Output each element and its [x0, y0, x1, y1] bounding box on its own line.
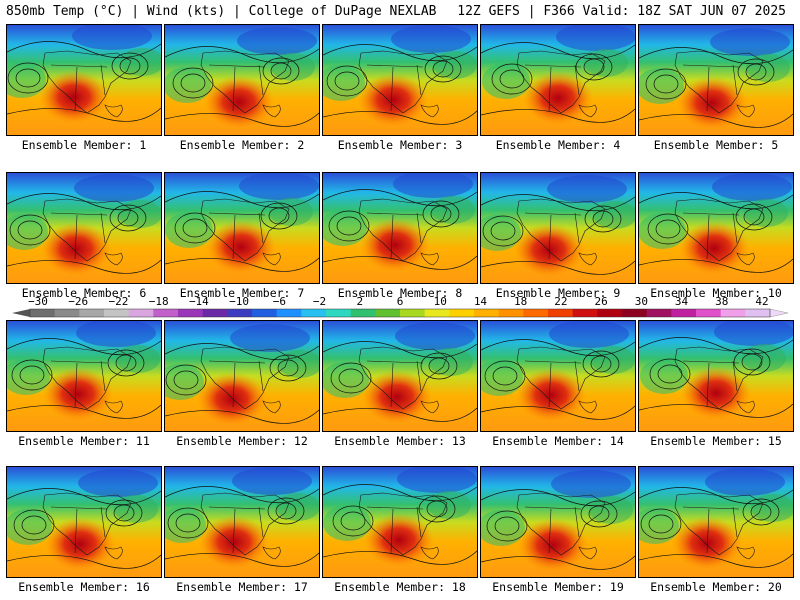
ensemble-map-panel	[6, 466, 162, 578]
ensemble-map-panel	[480, 320, 636, 432]
ensemble-member-label: Ensemble Member: 1	[21, 138, 147, 152]
colorbar-segment	[178, 309, 204, 317]
chart-title: 850mb Temp (°C) | Wind (kts) | College o…	[6, 4, 437, 19]
colorbar-segment	[474, 309, 500, 317]
ensemble-map-panel	[480, 24, 636, 136]
colorbar-segment	[597, 309, 623, 317]
ensemble-member-label: Ensemble Member: 20	[650, 580, 782, 594]
ensemble-member-label: Ensemble Member: 6	[21, 286, 147, 300]
colorbar-tick-label: −10	[229, 295, 250, 308]
ensemble-member-label: Ensemble Member: 18	[334, 580, 466, 594]
colorbar-tick-label: 26	[594, 295, 608, 308]
colorbar-segment	[671, 309, 697, 317]
ensemble-map-panel	[322, 320, 478, 432]
colorbar-tick-label: 18	[514, 295, 528, 308]
ensemble-map-panel	[6, 172, 162, 284]
colorbar-segment	[153, 309, 179, 317]
ensemble-member-label: Ensemble Member: 3	[337, 138, 463, 152]
ensemble-map-panel	[322, 24, 478, 136]
ensemble-map-panel	[638, 466, 794, 578]
colorbar-segment	[720, 309, 746, 317]
ensemble-member-label: Ensemble Member: 12	[176, 434, 308, 448]
colorbar-tick-label: −14	[188, 295, 209, 308]
ensemble-member-label: Ensemble Member: 8	[337, 286, 463, 300]
colorbar-min-arrow	[12, 309, 30, 317]
colorbar-tick-label: 30	[634, 295, 648, 308]
ensemble-member-label: Ensemble Member: 2	[179, 138, 305, 152]
colorbar-tick-label: 10	[433, 295, 447, 308]
ensemble-map-panel	[6, 320, 162, 432]
colorbar-tick-label: 2	[356, 295, 364, 308]
ensemble-member-label: Ensemble Member: 9	[495, 286, 621, 300]
colorbar-tick-label: 22	[554, 295, 568, 308]
colorbar-segment	[301, 309, 327, 317]
colorbar-segment	[523, 309, 549, 317]
ensemble-map-panel	[638, 24, 794, 136]
ensemble-member-label: Ensemble Member: 13	[334, 434, 466, 448]
ensemble-map-panel	[322, 466, 478, 578]
colorbar-segment	[326, 309, 352, 317]
ensemble-map-panel	[480, 172, 636, 284]
colorbar-segment	[745, 309, 771, 317]
colorbar-segment	[622, 309, 648, 317]
colorbar-segment	[252, 309, 278, 317]
ensemble-member-label: Ensemble Member: 4	[495, 138, 621, 152]
ensemble-member-label: Ensemble Member: 10	[650, 286, 782, 300]
ensemble-map-panel	[638, 320, 794, 432]
colorbar-tick-label: 14	[473, 295, 488, 308]
colorbar-segment	[54, 309, 80, 317]
colorbar-segment	[424, 309, 450, 317]
colorbar-tick-label: 6	[396, 295, 404, 308]
ensemble-member-label: Ensemble Member: 16	[18, 580, 150, 594]
ensemble-map-panel	[164, 24, 320, 136]
colorbar-tick-label: 42	[755, 295, 769, 308]
colorbar-segment	[227, 309, 253, 317]
ensemble-member-label: Ensemble Member: 17	[176, 580, 308, 594]
colorbar-tick-label: −18	[148, 295, 169, 308]
colorbar-segment	[276, 309, 302, 317]
colorbar-segment	[350, 309, 376, 317]
colorbar-segment	[202, 309, 228, 317]
colorbar-segment	[30, 309, 56, 317]
ensemble-member-label: Ensemble Member: 5	[653, 138, 779, 152]
colorbar-strip	[12, 308, 789, 318]
colorbar-segment	[572, 309, 598, 317]
ensemble-map-panel	[638, 172, 794, 284]
colorbar-segment	[79, 309, 105, 317]
colorbar-segment	[449, 309, 475, 317]
colorbar-segment	[548, 309, 574, 317]
ensemble-map-panel	[480, 466, 636, 578]
colorbar-segment	[696, 309, 722, 317]
colorbar-segment	[498, 309, 524, 317]
ensemble-map-panel	[164, 172, 320, 284]
ensemble-member-label: Ensemble Member: 11	[18, 434, 150, 448]
colorbar-tick-label: 38	[715, 295, 729, 308]
colorbar-tick-label: −26	[68, 295, 89, 308]
ensemble-map-panel	[164, 320, 320, 432]
colorbar-tick-label: −22	[108, 295, 129, 308]
colorbar-max-arrow	[769, 308, 789, 318]
ensemble-member-label: Ensemble Member: 14	[492, 434, 624, 448]
ensemble-map-panel	[164, 466, 320, 578]
temperature-colorbar: −30 −26 −22 −18 −14 −10 −6 −2 2 6 10 14 18 22 26 30 34 38…	[8, 296, 792, 320]
run-valid-time: 12Z GEFS | F366 Valid: 18Z SAT JUN 07 20…	[457, 4, 786, 19]
colorbar-segment	[400, 309, 426, 317]
colorbar-segment	[646, 309, 672, 317]
ensemble-member-label: Ensemble Member: 19	[492, 580, 624, 594]
colorbar-tick-label: −2	[312, 295, 327, 308]
colorbar-tick-label: −30	[28, 295, 48, 308]
colorbar-tick-label: 34	[674, 295, 689, 308]
ensemble-member-label: Ensemble Member: 7	[179, 286, 305, 300]
colorbar-segment	[375, 309, 401, 317]
ensemble-member-label: Ensemble Member: 15	[650, 434, 782, 448]
colorbar-segment	[128, 309, 154, 317]
ensemble-map-panel	[322, 172, 478, 284]
ensemble-map-panel	[6, 24, 162, 136]
colorbar-segment	[104, 309, 130, 317]
colorbar-tick-label: −6	[272, 295, 286, 308]
